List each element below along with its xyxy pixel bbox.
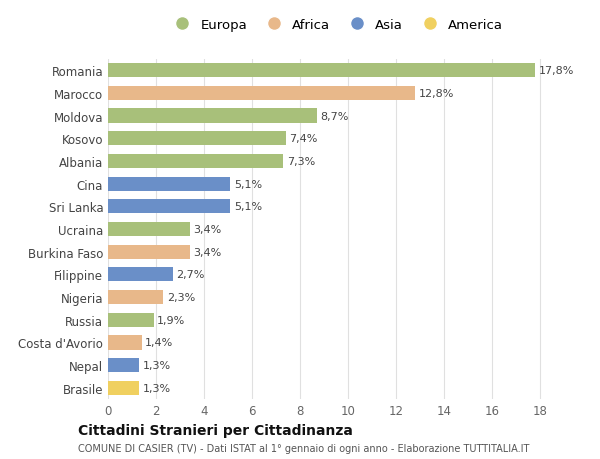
- Text: 7,4%: 7,4%: [289, 134, 317, 144]
- Text: 8,7%: 8,7%: [320, 111, 349, 121]
- Bar: [108, 245, 190, 259]
- Bar: [108, 155, 283, 168]
- Bar: [108, 64, 535, 78]
- Bar: [108, 268, 173, 282]
- Bar: [108, 313, 154, 327]
- Legend: Europa, Africa, Asia, America: Europa, Africa, Asia, America: [169, 19, 503, 32]
- Text: 3,4%: 3,4%: [193, 247, 221, 257]
- Text: 1,9%: 1,9%: [157, 315, 185, 325]
- Bar: [108, 358, 139, 372]
- Text: COMUNE DI CASIER (TV) - Dati ISTAT al 1° gennaio di ogni anno - Elaborazione TUT: COMUNE DI CASIER (TV) - Dati ISTAT al 1°…: [78, 443, 529, 453]
- Text: 1,3%: 1,3%: [143, 360, 171, 370]
- Text: 7,3%: 7,3%: [287, 157, 315, 167]
- Text: Cittadini Stranieri per Cittadinanza: Cittadini Stranieri per Cittadinanza: [78, 423, 353, 437]
- Bar: [108, 87, 415, 101]
- Bar: [108, 223, 190, 236]
- Text: 17,8%: 17,8%: [539, 66, 574, 76]
- Bar: [108, 200, 230, 214]
- Text: 2,3%: 2,3%: [167, 292, 195, 302]
- Text: 5,1%: 5,1%: [234, 202, 262, 212]
- Bar: [108, 336, 142, 350]
- Text: 2,7%: 2,7%: [176, 270, 205, 280]
- Bar: [108, 177, 230, 191]
- Text: 1,3%: 1,3%: [143, 383, 171, 393]
- Text: 1,4%: 1,4%: [145, 338, 173, 348]
- Text: 12,8%: 12,8%: [419, 89, 454, 99]
- Bar: [108, 381, 139, 395]
- Bar: [108, 132, 286, 146]
- Text: 5,1%: 5,1%: [234, 179, 262, 189]
- Text: 3,4%: 3,4%: [193, 224, 221, 235]
- Bar: [108, 291, 163, 304]
- Bar: [108, 109, 317, 123]
